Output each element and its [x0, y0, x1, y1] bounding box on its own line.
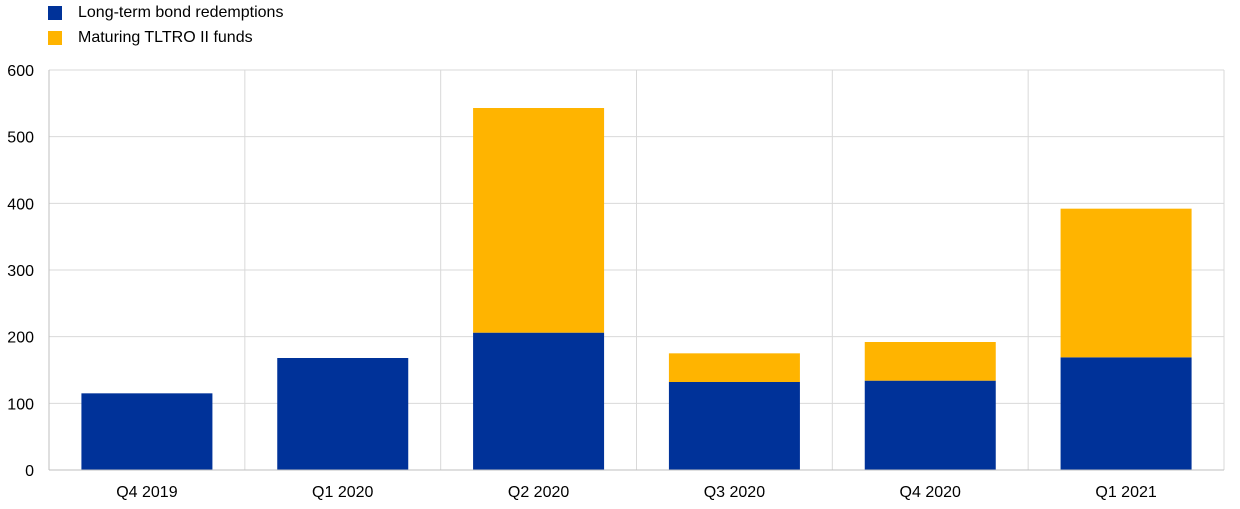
bar-long-term-bond-redemptions-q4-2019 [81, 393, 213, 470]
tick-labels: 0 100 200 300 400 500 600 Q4 2019 Q1 2020 Q2 2020… [7, 63, 1157, 501]
legend-item-long-term-bond-redemptions: Long-term bond redemptions [48, 0, 283, 25]
x-tick-label: Q1 2021 [1095, 484, 1156, 501]
bar-long-term-bond-redemptions-q2-2020 [473, 332, 605, 470]
y-tick-label: 100 [7, 396, 34, 413]
legend-item-maturing-tltro-ii-funds: Maturing TLTRO II funds [48, 25, 283, 50]
legend-swatch-yellow [48, 30, 62, 45]
x-tick-label: Q2 2020 [508, 484, 569, 501]
y-tick-label: 600 [7, 63, 34, 80]
bar-long-term-bond-redemptions-q4-2020 [864, 380, 996, 470]
y-tick-label: 300 [7, 263, 34, 280]
axes [48, 70, 1224, 471]
bar-maturing-tltro-ii-funds-q3-2020 [668, 353, 800, 382]
legend-label: Maturing TLTRO II funds [78, 28, 253, 46]
legend-label: Long-term bond redemptions [78, 3, 284, 21]
chart-legend: Long-term bond redemptions Maturing TLTR… [48, 0, 283, 50]
y-tick-label: 500 [7, 130, 34, 147]
x-tick-label: Q1 2020 [312, 484, 373, 501]
bar-maturing-tltro-ii-funds-q4-2020 [864, 342, 996, 381]
legend-swatch-blue [48, 5, 62, 20]
x-tick-label: Q3 2020 [704, 484, 765, 501]
bar-maturing-tltro-ii-funds-q2-2020 [473, 108, 605, 333]
y-tick-label: 0 [25, 463, 34, 480]
x-tick-label: Q4 2020 [900, 484, 961, 501]
bar-maturing-tltro-ii-funds-q1-2021 [1060, 208, 1192, 358]
bar-long-term-bond-redemptions-q3-2020 [668, 382, 800, 470]
y-tick-label: 400 [7, 196, 34, 213]
bars [81, 108, 1192, 470]
y-tick-label: 200 [7, 330, 34, 347]
bar-long-term-bond-redemptions-q1-2020 [277, 358, 409, 470]
bar-long-term-bond-redemptions-q1-2021 [1060, 357, 1192, 470]
grid [49, 69, 1225, 470]
x-tick-label: Q4 2019 [116, 484, 177, 501]
